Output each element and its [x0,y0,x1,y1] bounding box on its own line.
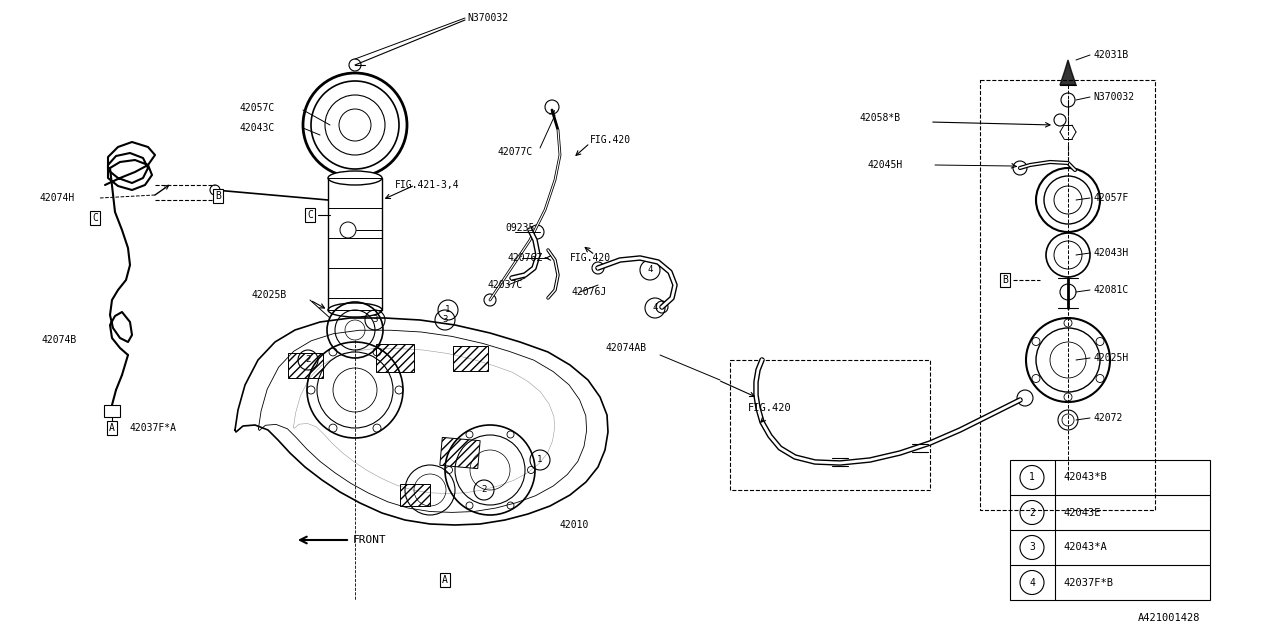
Text: 42043E: 42043E [1062,508,1101,518]
Text: 42037C: 42037C [488,280,524,290]
Text: 42074B: 42074B [42,335,77,345]
Circle shape [545,100,559,114]
Bar [1010,460,1210,600]
Text: 42045H: 42045H [868,160,904,170]
Text: 2: 2 [481,486,486,495]
Text: N370032: N370032 [467,13,508,23]
Text: 42072: 42072 [1093,413,1123,423]
Text: A: A [442,575,448,585]
Bar [288,353,323,378]
Text: N370032: N370032 [1093,92,1134,102]
Text: 42043C: 42043C [241,123,275,133]
Text: FIG.421-3,4: FIG.421-3,4 [396,180,460,190]
Text: 1: 1 [1029,472,1036,483]
Text: 42074H: 42074H [40,193,76,203]
Text: 3: 3 [1029,543,1036,552]
Polygon shape [1060,60,1076,85]
Circle shape [1012,161,1027,175]
Text: 42010: 42010 [561,520,589,530]
Text: 3: 3 [372,316,378,324]
Text: 42037F*B: 42037F*B [1062,577,1114,588]
Text: 42074AB: 42074AB [605,343,646,353]
Text: FRONT: FRONT [353,535,387,545]
Circle shape [591,262,604,274]
Circle shape [349,59,361,71]
Text: 42043*A: 42043*A [1062,543,1107,552]
Text: 42077C: 42077C [497,147,532,157]
Text: 09235: 09235 [506,223,534,233]
Text: 42058*B: 42058*B [860,113,901,123]
Bar [440,437,480,468]
Circle shape [1053,114,1066,126]
Text: 42043*B: 42043*B [1062,472,1107,483]
Text: 42025H: 42025H [1093,353,1128,363]
Bar [453,346,488,371]
Text: FIG.420: FIG.420 [590,135,631,145]
Text: FIG.420: FIG.420 [748,403,792,413]
Text: 42076J: 42076J [572,287,607,297]
Text: 42037F*A: 42037F*A [131,423,177,433]
Text: 42081C: 42081C [1093,285,1128,295]
Bar [104,405,120,417]
Text: 2: 2 [306,355,311,365]
Text: 42076Z: 42076Z [508,253,543,263]
Ellipse shape [328,303,381,317]
Text: B: B [215,191,221,201]
Text: C: C [307,210,312,220]
Bar [980,80,1155,510]
Text: 42057C: 42057C [241,103,275,113]
Text: 42025B: 42025B [252,290,287,300]
Text: 42043H: 42043H [1093,248,1128,258]
Bar [376,344,413,372]
Circle shape [1018,390,1033,406]
Text: 4: 4 [653,303,658,312]
Text: 1: 1 [445,305,451,314]
Text: C: C [92,213,99,223]
Text: 4: 4 [648,266,653,275]
Text: B: B [1002,275,1007,285]
Circle shape [530,225,544,239]
Circle shape [210,185,220,195]
Circle shape [1059,410,1078,430]
Text: 2: 2 [1029,508,1036,518]
Ellipse shape [328,171,381,185]
Circle shape [340,222,356,238]
Text: 3: 3 [443,316,448,324]
Bar [730,360,931,490]
Text: 4: 4 [1029,577,1036,588]
Text: 42031B: 42031B [1093,50,1128,60]
Circle shape [1061,93,1075,107]
Circle shape [657,301,668,313]
Text: A: A [109,423,115,433]
Text: 1: 1 [538,456,543,465]
Circle shape [1060,284,1076,300]
Text: A421001428: A421001428 [1138,613,1201,623]
Bar [399,484,430,506]
Text: FIG.420: FIG.420 [570,253,611,263]
Text: 42057F: 42057F [1093,193,1128,203]
Circle shape [484,294,497,306]
